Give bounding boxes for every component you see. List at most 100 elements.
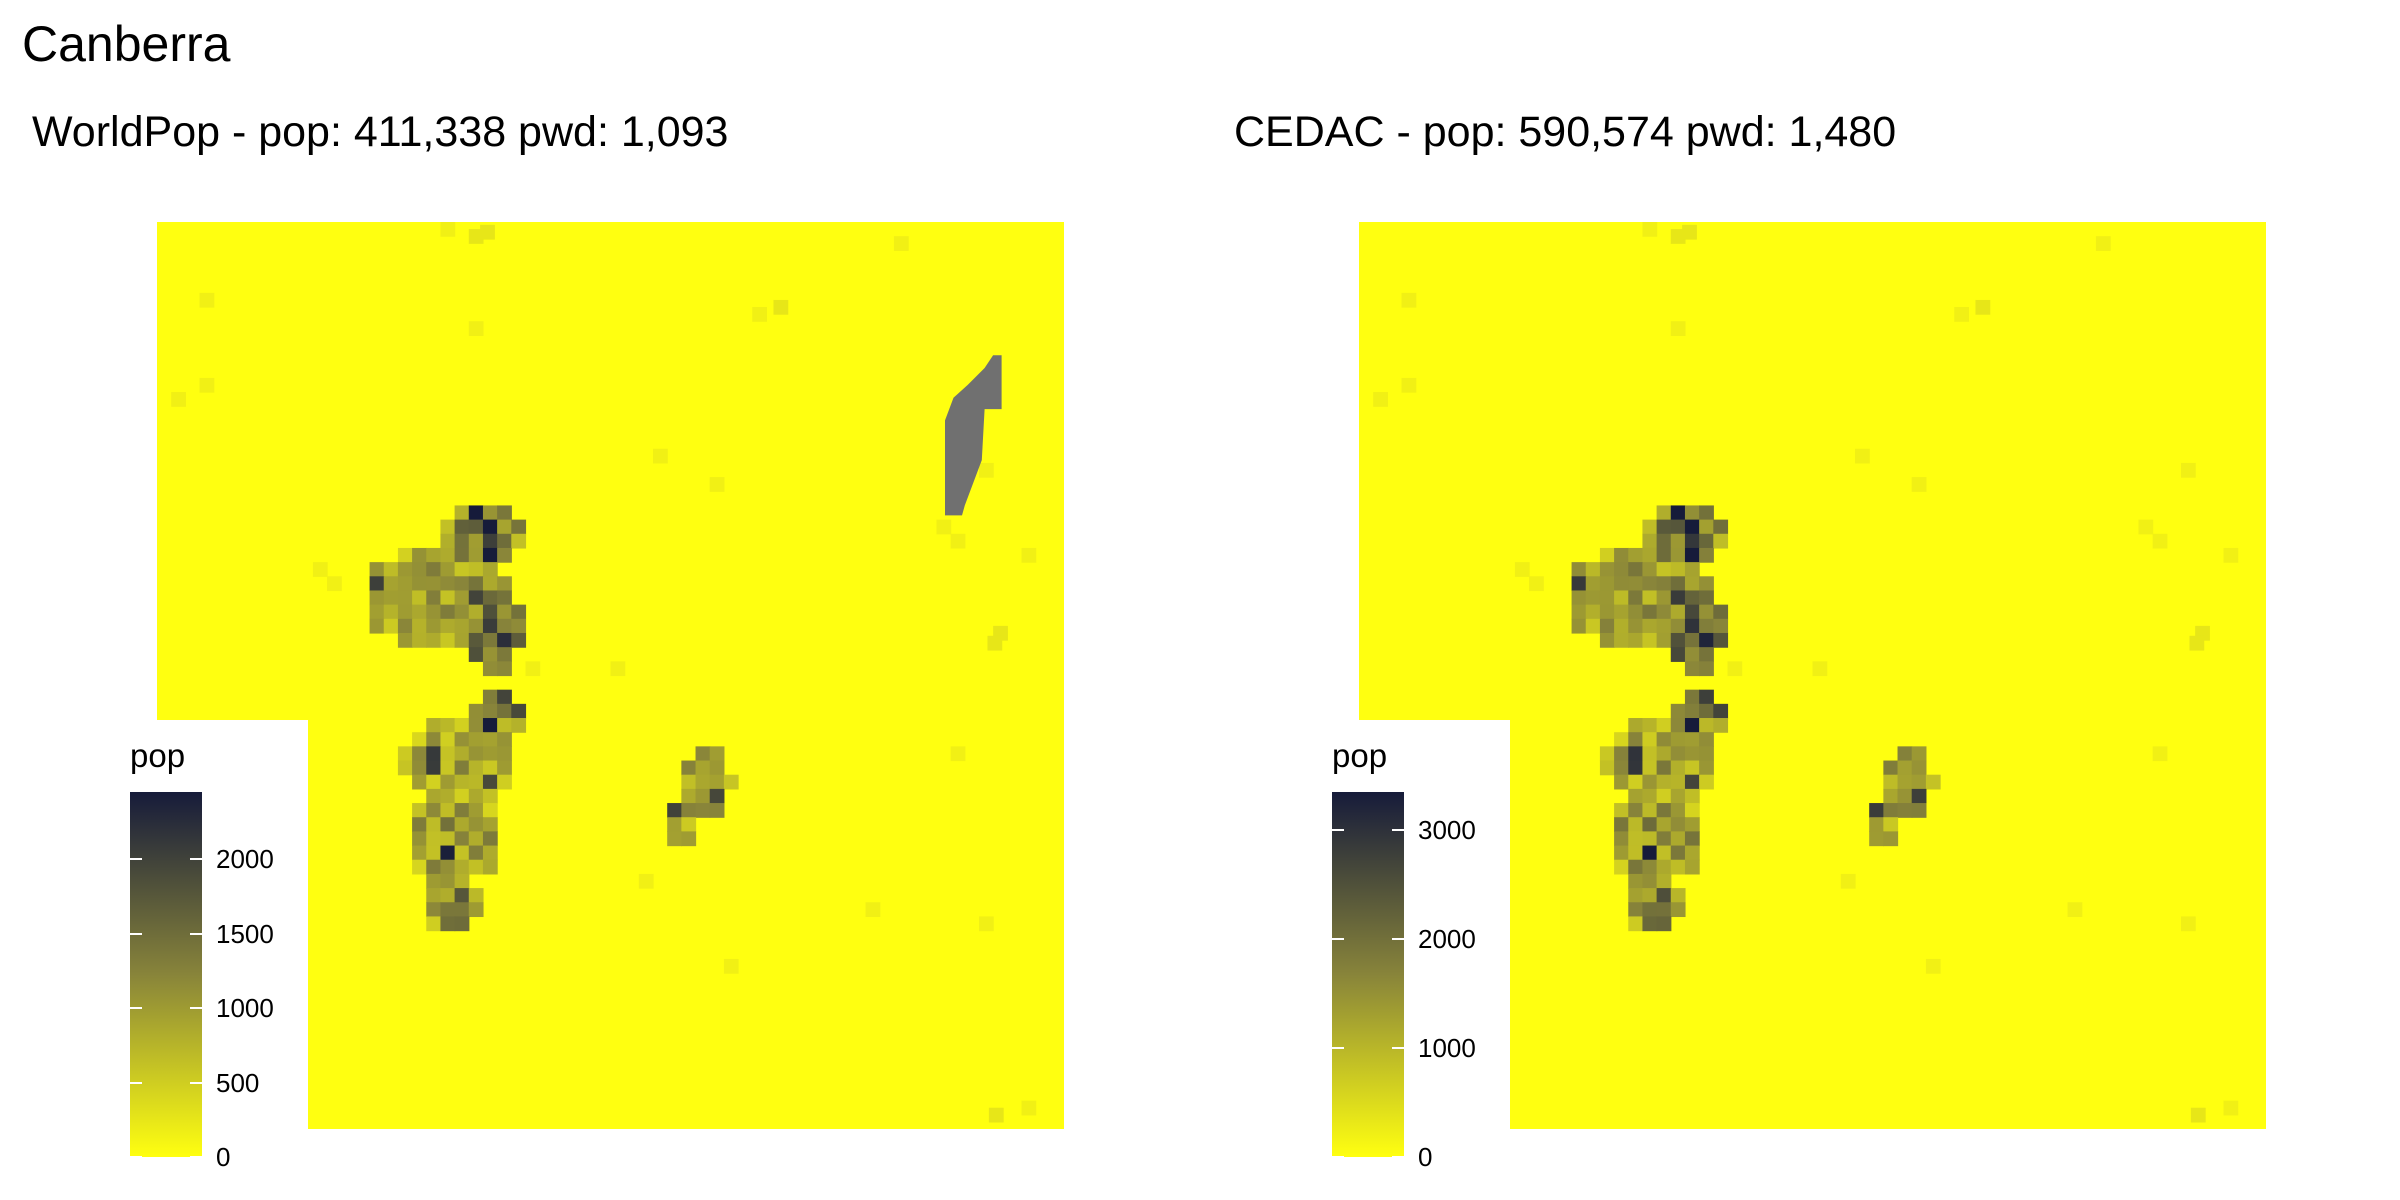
- heatmap-cell: [497, 689, 512, 705]
- heatmap-cell: [1684, 533, 1700, 549]
- heatmap-cell: [1670, 831, 1686, 847]
- heatmap-cell: [1642, 519, 1658, 535]
- heatmap-cell: [397, 547, 413, 563]
- heatmap-cells: [157, 222, 1037, 1123]
- heatmap-cell: [440, 902, 456, 918]
- heatmap-cell: [1642, 732, 1658, 747]
- heatmap-cell: [1670, 618, 1686, 634]
- heatmap-cell: [1656, 845, 1672, 861]
- heatmap-cell: [468, 547, 484, 563]
- heatmap-cell: [2152, 746, 2168, 762]
- heatmap-cell: [1656, 831, 1672, 847]
- heatmap-cell: [482, 562, 498, 577]
- heatmap-cell: [468, 321, 484, 336]
- heatmap-cell: [454, 916, 470, 932]
- heatmap-cell: [468, 562, 484, 577]
- heatmap-cell: [1656, 547, 1672, 563]
- heatmap-cell: [638, 873, 654, 889]
- heatmap-cell: [1614, 803, 1629, 818]
- heatmap-cell: [1599, 604, 1615, 620]
- heatmap-cell: [1684, 859, 1700, 875]
- heatmap-cell: [1883, 831, 1899, 847]
- heatmap-cell: [1713, 519, 1729, 535]
- heatmap-cell: [412, 746, 427, 762]
- heatmap-cell: [497, 547, 512, 563]
- heatmap-cell: [454, 888, 470, 903]
- heatmap-cell: [1699, 732, 1714, 747]
- heatmap-cell: [1642, 590, 1658, 606]
- heatmap-cell: [482, 803, 498, 818]
- legend-tick-label: 500: [216, 1067, 260, 1098]
- heatmap-cell: [1628, 562, 1644, 577]
- heatmap-cell: [1642, 803, 1658, 818]
- heatmap-cell: [454, 590, 470, 606]
- heatmap-cell: [653, 448, 668, 464]
- heatmap-cell: [1401, 377, 1417, 393]
- heatmap-cell: [497, 590, 512, 606]
- heatmap-cell: [1599, 562, 1615, 577]
- heatmap-cell: [482, 703, 498, 719]
- heatmap-cell: [1628, 845, 1644, 861]
- heatmap-cell: [440, 746, 456, 762]
- heatmap-cell: [1642, 845, 1658, 861]
- heatmap-cell: [2223, 547, 2239, 563]
- heatmap-cell: [978, 462, 994, 478]
- legend-tick-label: 2000: [1418, 924, 1476, 955]
- heatmap-cell: [1883, 817, 1899, 832]
- heatmap-cell: [1670, 604, 1686, 620]
- heatmap-cell: [468, 803, 484, 818]
- heatmap-cell: [1628, 576, 1644, 592]
- heatmap-cell: [468, 576, 484, 592]
- heatmap-cell: [1911, 788, 1927, 804]
- heatmap-cell: [709, 788, 725, 804]
- heatmap-cell: [1670, 718, 1686, 733]
- heatmap-cell: [426, 760, 442, 776]
- legend-tick-mark: [1392, 1047, 1404, 1050]
- heatmap-cell: [1656, 760, 1672, 776]
- heatmap-cell: [681, 774, 697, 790]
- heatmap-cell: [1656, 746, 1672, 762]
- heatmap-cell: [525, 661, 541, 677]
- heatmap-cell: [1656, 590, 1672, 606]
- panel-title: WorldPop - pop: 411,338 pwd: 1,093: [32, 108, 729, 156]
- heatmap-cell: [1656, 732, 1672, 747]
- heatmap-cell: [454, 519, 470, 535]
- heatmap-cell: [1699, 689, 1714, 705]
- heatmap-cell: [1585, 604, 1601, 620]
- heatmap-cell: [468, 519, 484, 535]
- heatmap-cell: [1911, 477, 1927, 492]
- heatmap-cell: [426, 774, 442, 790]
- heatmap-cell: [1642, 533, 1658, 549]
- heatmap-cell: [440, 732, 456, 747]
- heatmap-cell: [397, 576, 413, 592]
- heatmap-cell: [468, 831, 484, 847]
- heatmap-cell: [1571, 576, 1587, 592]
- heatmap-cell: [1585, 590, 1601, 606]
- heatmap-cell: [454, 604, 470, 620]
- legend-tick-mark: [1332, 1047, 1344, 1050]
- heatmap-cell: [2180, 916, 2196, 932]
- legend-tick-mark: [1332, 829, 1344, 832]
- heatmap-cell: [1628, 788, 1644, 804]
- heatmap-cell: [412, 547, 427, 563]
- worldpop-panel: WorldPop - pop: 411,338 pwd: 1,093 pop 0…: [32, 108, 1064, 1172]
- legend-tick-label: 1500: [216, 918, 274, 949]
- heatmap-cell: [1883, 803, 1899, 818]
- heatmap-cell: [1883, 774, 1899, 790]
- heatmap-cell: [497, 732, 512, 747]
- heatmap-cell: [1670, 562, 1686, 577]
- heatmap-cell: [1401, 292, 1417, 308]
- legend-tick-mark: [1392, 829, 1404, 832]
- heatmap-cell: [482, 732, 498, 747]
- heatmap-cells: [1359, 222, 2239, 1123]
- heatmap-cell: [681, 760, 697, 776]
- heatmap-cell: [454, 746, 470, 762]
- population-heatmap: [1359, 222, 2266, 1129]
- heatmap-cell: [497, 632, 512, 648]
- heatmap-cell: [426, 632, 442, 648]
- heatmap-cell: [369, 576, 385, 592]
- heatmap-cell: [412, 618, 427, 634]
- heatmap-cell: [1869, 817, 1884, 832]
- page-title: Canberra: [22, 16, 231, 72]
- heatmap-cell: [1670, 774, 1686, 790]
